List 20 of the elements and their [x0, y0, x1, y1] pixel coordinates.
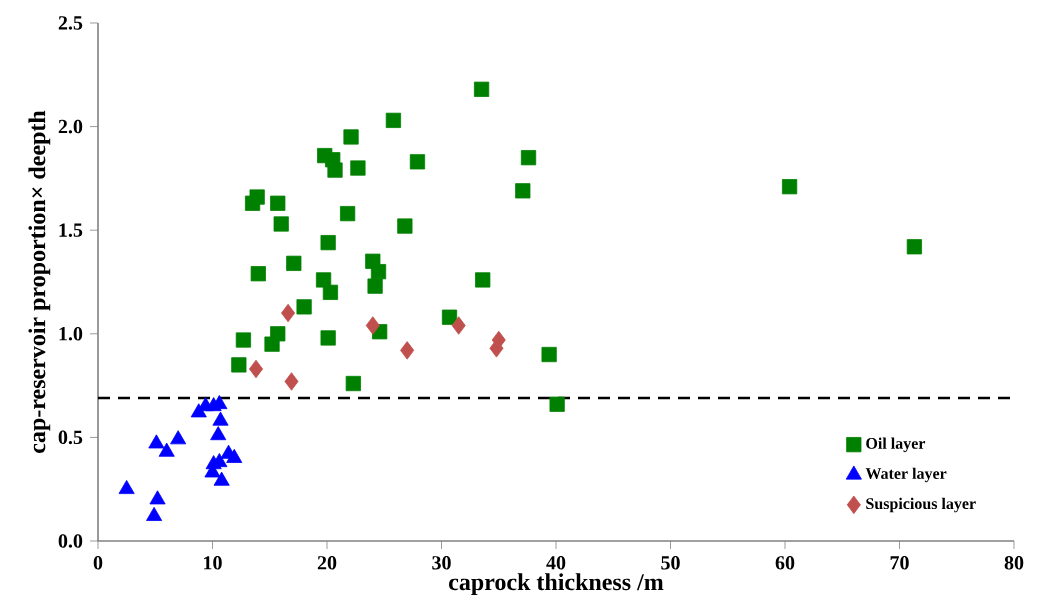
y-tick-label: 2.0 [58, 119, 83, 134]
x-axis-title: caprock thickness /m [449, 573, 664, 596]
x-tick-label: 0 [93, 556, 103, 570]
y-tick-label: 2.5 [58, 16, 83, 30]
x-tick-label: 20 [317, 556, 337, 570]
x-tick-label: 30 [432, 556, 451, 570]
x-tick-label: 40 [546, 556, 566, 570]
y-tick-label: 0.5 [58, 430, 83, 445]
legend-label: Water layer [865, 467, 947, 483]
x-tick-label: 10 [204, 556, 222, 570]
legend-label: Suspicious layer [866, 497, 976, 513]
x-tick-label: 80 [1004, 556, 1024, 570]
x-tick-label: 60 [775, 556, 795, 570]
y-axis-title: cap-reservoir proportion× deepth [28, 110, 51, 453]
y-tick-label: 1.5 [59, 223, 83, 237]
x-tick-label: 50 [661, 556, 680, 570]
x-tick-label: 70 [890, 556, 909, 570]
y-tick-label: 1.0 [59, 327, 83, 341]
legend-label: Oil layer [866, 437, 926, 453]
y-tick-label: 0.0 [58, 534, 83, 548]
